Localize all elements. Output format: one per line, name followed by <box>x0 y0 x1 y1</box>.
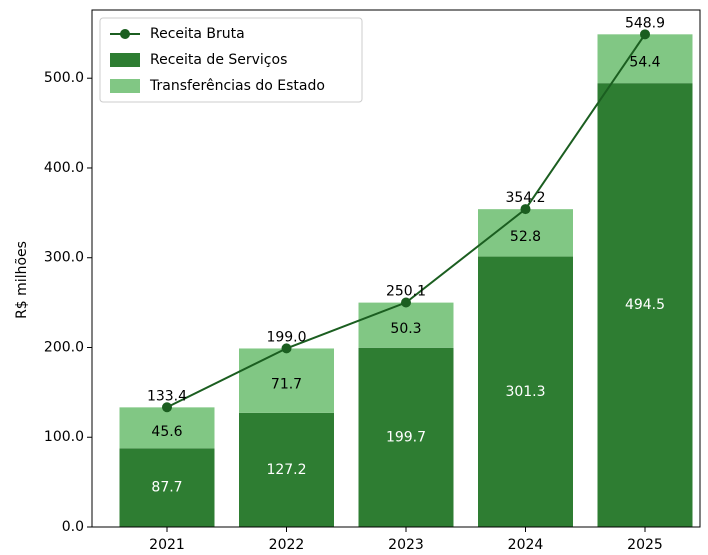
x-tick-label: 2023 <box>388 537 424 553</box>
bar-segment <box>119 448 215 527</box>
x-tick-label: 2024 <box>508 537 544 553</box>
bar-segment <box>119 407 215 449</box>
x-tick-label: 2022 <box>269 537 305 553</box>
bar-segment <box>239 412 334 527</box>
line-marker <box>520 204 531 215</box>
line-value-label: 199.0 <box>266 329 306 345</box>
line-marker <box>162 402 172 413</box>
y-axis-label: R$ milhões <box>14 241 30 319</box>
bar-value-label: 45.6 <box>151 424 182 440</box>
bar-value-label: 199.7 <box>386 429 426 445</box>
bar-value-label: 71.7 <box>271 377 302 393</box>
bar-value-label: 52.8 <box>510 229 541 245</box>
bar-value-label: 494.5 <box>625 297 665 313</box>
bar-value-label: 87.7 <box>151 480 182 496</box>
bar-value-label: 301.3 <box>505 384 545 400</box>
bar-segment <box>358 347 454 527</box>
bar-segment <box>239 348 334 413</box>
y-tick-label: 400.0 <box>44 160 84 176</box>
legend: Receita Bruta Receita de Serviços Transfer… <box>99 17 363 103</box>
line-marker <box>281 343 292 354</box>
y-tick-label: 200.0 <box>44 339 84 355</box>
y-tick-label: 300.0 <box>44 250 84 266</box>
bar-segment <box>597 34 693 84</box>
y-tick-label: 0.0 <box>62 519 84 535</box>
x-tick-label: 2021 <box>149 537 185 553</box>
x-tick-label: 2025 <box>627 537 663 553</box>
bar-segment <box>597 83 693 527</box>
bar-value-label: 127.2 <box>266 462 306 478</box>
line-marker <box>640 29 650 40</box>
bar-segment <box>478 256 573 527</box>
line-marker <box>401 297 411 308</box>
legend-label: Receita Bruta <box>150 26 245 42</box>
line-value-label: 354.2 <box>505 190 545 206</box>
y-tick-label: 100.0 <box>44 429 84 445</box>
line-value-label: 548.9 <box>625 15 665 31</box>
legend-marker <box>120 29 130 39</box>
legend-box <box>99 17 363 103</box>
line-value-label: 250.1 <box>386 284 426 300</box>
bar-value-label: 54.4 <box>629 55 660 71</box>
legend-swatch <box>110 53 140 67</box>
line-value-label: 133.4 <box>147 388 187 404</box>
legend-label: Transferências do Estado <box>149 78 325 94</box>
bar-value-label: 50.3 <box>390 321 421 337</box>
plot-frame <box>91 9 701 528</box>
legend-label: Receita de Serviços <box>150 52 287 68</box>
y-tick-label: 500.0 <box>44 70 84 86</box>
legend-swatch <box>110 79 140 93</box>
bar-segment <box>358 302 454 348</box>
